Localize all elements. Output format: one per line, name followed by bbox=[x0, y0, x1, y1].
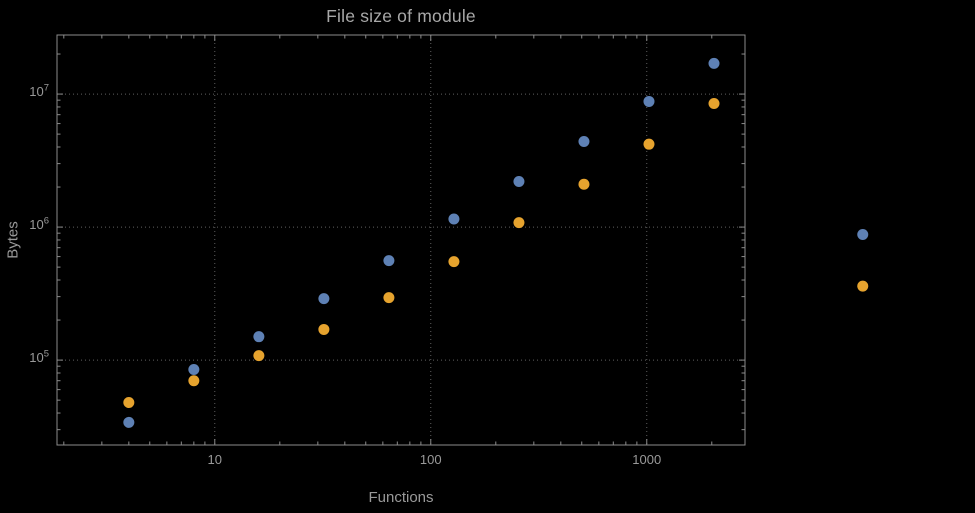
data-point-series-1 bbox=[253, 331, 265, 343]
y-tick-label: 106 bbox=[29, 215, 49, 233]
x-tick-label: 1000 bbox=[632, 452, 662, 467]
data-point-series-2 bbox=[513, 217, 525, 229]
data-point-series-1 bbox=[513, 176, 525, 188]
data-point-series-1 bbox=[578, 135, 590, 147]
data-point-series-1 bbox=[123, 416, 135, 428]
chart-title: File size of module bbox=[326, 6, 476, 26]
data-point-series-2 bbox=[857, 280, 869, 292]
data-point-series-1 bbox=[318, 293, 330, 305]
data-point-series-2 bbox=[448, 256, 460, 268]
data-point-series-2 bbox=[578, 178, 590, 190]
data-point-series-1 bbox=[188, 363, 200, 375]
data-point-series-2 bbox=[188, 375, 200, 387]
x-axis-label: Functions bbox=[368, 489, 434, 506]
data-point-series-2 bbox=[123, 396, 135, 408]
data-point-series-2 bbox=[318, 323, 330, 335]
data-point-series-2 bbox=[383, 292, 395, 304]
data-point-series-1 bbox=[643, 95, 655, 107]
data-point-series-1 bbox=[857, 228, 869, 240]
y-tick-label: 105 bbox=[29, 348, 49, 366]
x-tick-label: 100 bbox=[419, 452, 442, 467]
data-point-series-2 bbox=[708, 97, 720, 109]
data-point-series-2 bbox=[253, 350, 265, 362]
data-point-series-1 bbox=[383, 255, 395, 267]
data-point-series-1 bbox=[708, 57, 720, 69]
x-tick-label: 10 bbox=[207, 452, 222, 467]
plot-frame bbox=[56, 34, 746, 446]
data-point-series-1 bbox=[448, 213, 460, 225]
y-tick-label: 107 bbox=[29, 82, 49, 100]
data-point-series-2 bbox=[643, 138, 655, 150]
